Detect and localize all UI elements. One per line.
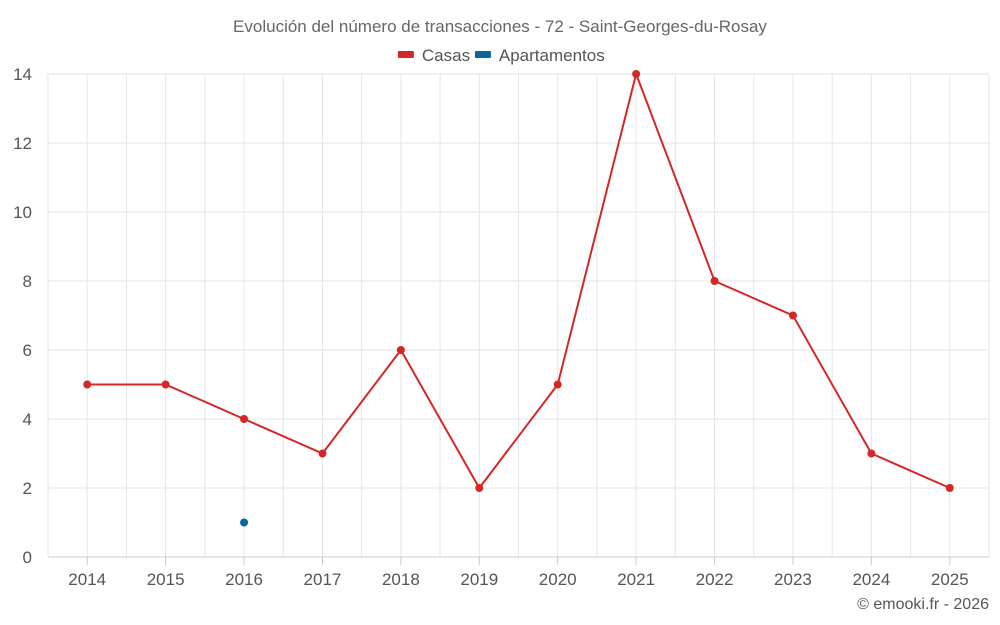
x-tick-label: 2014	[68, 570, 106, 589]
y-tick-label: 14	[13, 65, 32, 84]
series-line	[87, 70, 951, 490]
series-apartamentos	[240, 518, 249, 527]
x-tick-label: 2017	[304, 570, 342, 589]
y-tick-label: 8	[23, 272, 32, 291]
series-casas	[83, 70, 954, 492]
grid	[47, 73, 990, 557]
legend[interactable]: Casas Apartamentos	[397, 46, 605, 65]
data-point[interactable]	[710, 277, 719, 285]
data-point[interactable]	[396, 346, 405, 354]
data-point[interactable]	[475, 484, 484, 492]
data-point[interactable]	[632, 70, 641, 78]
axes: 0 2 4 6 8 10 12 14 2014 2015 2016 2017 2018 2019 2020 2…	[13, 65, 989, 589]
y-tick-label: 2	[23, 479, 32, 498]
data-point[interactable]	[240, 518, 249, 527]
legend-label: Casas	[422, 46, 470, 65]
data-point[interactable]	[788, 311, 797, 320]
y-tick-label: 12	[13, 134, 32, 153]
data-point[interactable]	[553, 380, 562, 389]
credit-text: © emooki.fr - 2026	[857, 596, 989, 613]
x-tick-label: 2025	[931, 570, 969, 589]
data-point[interactable]	[945, 484, 954, 492]
x-tick-label: 2018	[382, 570, 420, 589]
legend-swatch	[397, 51, 414, 58]
data-point[interactable]	[83, 380, 92, 389]
x-tick-label: 2024	[852, 570, 890, 589]
y-tick-label: 10	[13, 203, 32, 222]
y-tick-label: 4	[23, 410, 32, 429]
legend-item-casas[interactable]: Casas	[397, 46, 470, 65]
data-point[interactable]	[318, 449, 327, 458]
x-tick-label: 2020	[539, 570, 577, 589]
legend-item-apartamentos[interactable]: Apartamentos	[474, 46, 605, 65]
data-point[interactable]	[161, 380, 170, 389]
data-point[interactable]	[240, 415, 249, 423]
data-point[interactable]	[867, 449, 876, 458]
y-tick-label: 0	[23, 548, 32, 567]
series	[83, 70, 954, 527]
legend-label: Apartamentos	[499, 46, 605, 65]
legend-swatch	[474, 51, 491, 58]
x-tick-label: 2022	[696, 570, 734, 589]
x-tick-label: 2023	[774, 570, 812, 589]
x-tick-label: 2021	[617, 570, 655, 589]
x-tick-label: 2016	[225, 570, 263, 589]
chart-title: Evolución del número de transacciones - …	[233, 17, 767, 36]
y-tick-label: 6	[23, 341, 32, 360]
x-tick-label: 2015	[147, 570, 185, 589]
x-tick-label: 2019	[460, 570, 498, 589]
